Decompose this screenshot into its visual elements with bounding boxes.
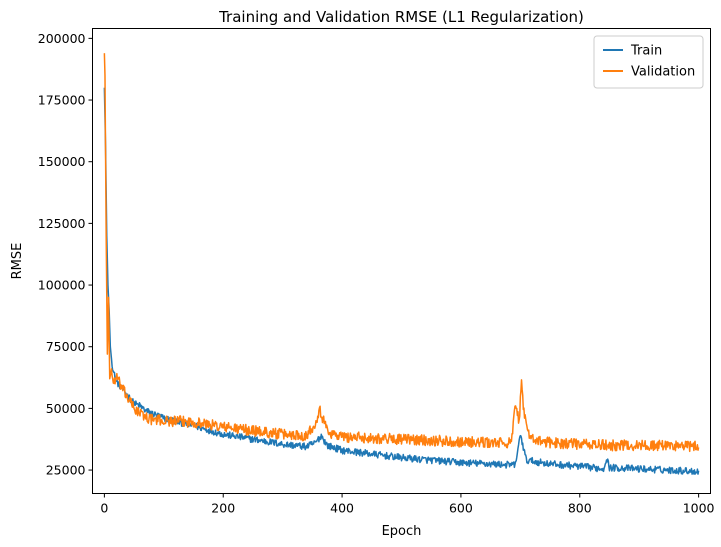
series-line-train — [103, 87, 700, 475]
y-tick-label: 175000 — [38, 93, 86, 108]
x-tick-label: 400 — [330, 501, 354, 516]
series-line-validation — [103, 53, 700, 453]
y-tick-label: 75000 — [46, 339, 86, 354]
y-axis-label: RMSE — [10, 243, 25, 280]
y-tick-label: 150000 — [38, 154, 86, 169]
ticks-layer: 0 200 400 600 800 1000 25000 50000 75000 100000 12… — [38, 31, 715, 516]
x-tick-label: 800 — [568, 501, 592, 516]
series-layer — [103, 53, 700, 475]
legend-validation-label: Validation — [631, 65, 695, 80]
x-tick-label: 1000 — [683, 501, 715, 516]
axes-frame — [92, 28, 711, 494]
y-tick-label: 100000 — [38, 278, 86, 293]
x-tick-label: 600 — [449, 501, 473, 516]
legend-train-label: Train — [630, 44, 662, 59]
legend: Train Validation — [593, 35, 704, 89]
y-tick-label: 50000 — [46, 401, 86, 416]
chart-title: Training and Validation RMSE (L1 Regular… — [218, 8, 584, 26]
x-axis-label: Epoch — [382, 524, 422, 539]
x-tick-label: 0 — [100, 501, 108, 516]
y-tick-label: 125000 — [38, 216, 86, 231]
y-tick-label: 25000 — [46, 463, 86, 478]
x-tick-label: 200 — [211, 501, 235, 516]
y-tick-label: 200000 — [38, 31, 86, 46]
